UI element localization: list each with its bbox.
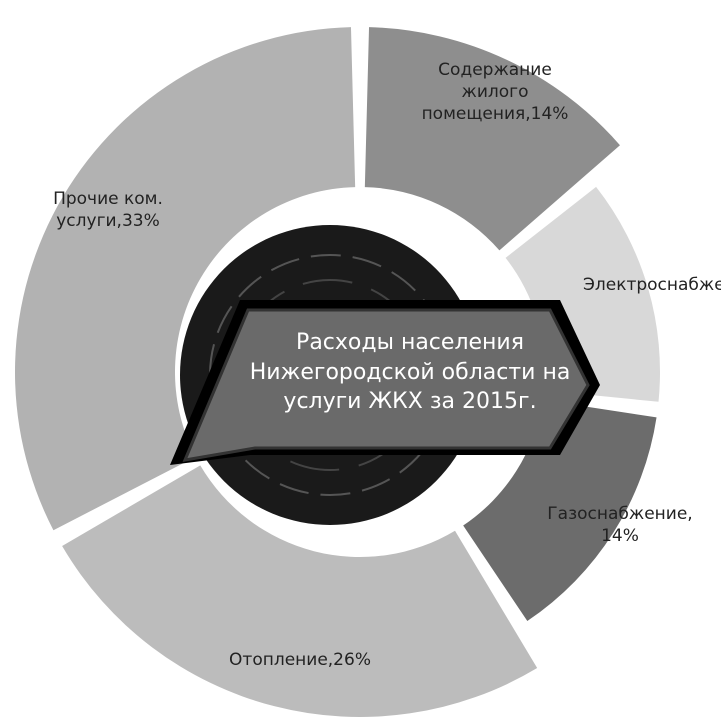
segment-label: Электроснабжение,13% [583,274,721,295]
pie-segment [14,27,356,531]
segment-label: Газоснабжение, 14% [547,503,693,546]
chart-title: Расходы населения Нижегородской области … [249,330,571,415]
segment-label: Отопление,26% [229,649,371,670]
banner [182,308,590,462]
pie-segment [463,399,657,622]
segment-label: Прочие ком. услуги,33% [53,188,163,231]
pie-segment [364,27,620,251]
segment-label: Содержание жилого помещения,14% [421,59,569,125]
pie-segment [62,465,538,718]
